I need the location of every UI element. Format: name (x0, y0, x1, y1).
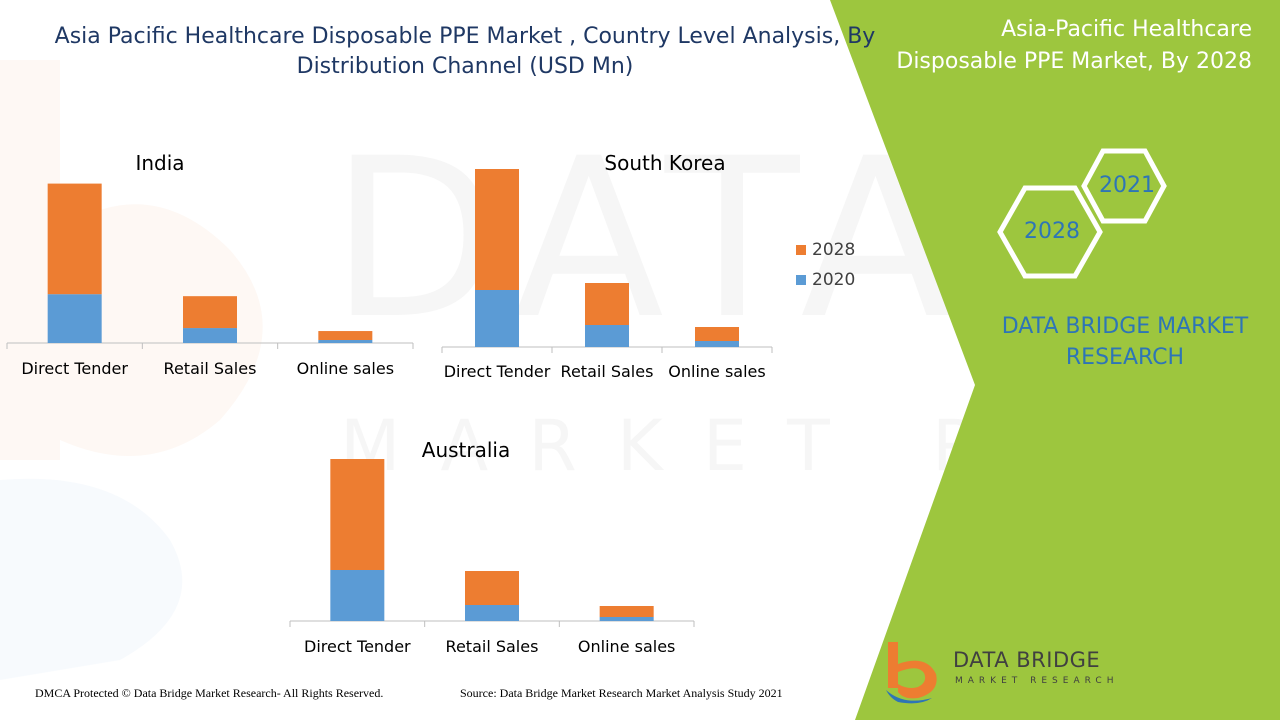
x-tick-label-0-1: Retail Sales (164, 359, 257, 378)
chart-title-0: India (135, 151, 184, 175)
chart-title-1: South Korea (604, 151, 725, 175)
hexagon-icons (997, 148, 1167, 279)
bar-1-0-2020 (475, 290, 519, 347)
x-tick-label-0-2: Online sales (297, 359, 394, 378)
legend-label-2020: 2020 (812, 270, 856, 290)
data-bridge-logo-icon (886, 642, 937, 704)
legend-item-2020: 2020 (796, 270, 855, 290)
brand-line1: DATA BRIDGE MARKET (1001, 314, 1249, 339)
bar-1-1-2028 (585, 283, 629, 325)
x-tick-label-2-2: Online sales (578, 637, 675, 656)
legend-label-2028: 2028 (812, 240, 856, 260)
bar-2-0-2020 (330, 570, 385, 621)
legend-swatch-2020 (796, 275, 806, 285)
side-panel-title-line2: Disposable PPE Market, By 2028 (896, 49, 1252, 74)
hexagon-2028-icon (997, 185, 1103, 279)
x-tick-label-1-1: Retail Sales (561, 362, 654, 381)
legend-swatch-2028 (796, 245, 806, 255)
logo-subtitle: MARKET RESEARCH (955, 676, 1119, 686)
hex-year-2021: 2021 (1099, 173, 1155, 198)
bar-1-0-2028 (475, 169, 519, 290)
source-text: Source: Data Bridge Market Research Mark… (460, 686, 783, 700)
side-panel-title-line1: Asia-Pacific Healthcare (1001, 17, 1252, 42)
x-tick-label-0-0: Direct Tender (21, 359, 128, 378)
chart-title-2: Australia (422, 438, 510, 462)
bar-2-1-2020 (465, 605, 519, 621)
bar-0-0-2020 (47, 294, 102, 343)
bar-0-2-2020 (318, 340, 373, 343)
bar-2-1-2028 (465, 571, 519, 605)
x-tick-label-2-0: Direct Tender (304, 637, 411, 656)
bar-1-1-2020 (585, 325, 629, 347)
chart-title: Asia Pacific Healthcare Disposable PPE M… (54, 24, 876, 79)
x-tick-label-2-1: Retail Sales (446, 637, 539, 656)
bar-0-2-2028 (318, 331, 373, 341)
bar-2-0-2028 (330, 459, 385, 570)
bar-2-2-2028 (599, 606, 654, 617)
bar-1-2-2020 (695, 341, 739, 347)
chart-0: India Direct Tender Retail Sales Online sal… (6, 151, 414, 378)
bar-0-1-2028 (183, 296, 237, 329)
x-tick-label-1-0: Direct Tender (444, 362, 551, 381)
copyright-text: DMCA Protected © Data Bridge Market Rese… (35, 686, 384, 700)
bar-0-0-2028 (47, 183, 102, 295)
chart-1: South Korea Direct Tender Retail Sales Onli… (441, 151, 773, 381)
x-tick-label-1-2: Online sales (668, 362, 765, 381)
bar-1-2-2028 (695, 327, 739, 341)
side-panel-shape (830, 0, 1280, 720)
hexagon-2021-icon (1081, 148, 1167, 224)
side-panel-title: Asia-Pacific Healthcare Disposable PPE M… (880, 14, 1252, 78)
bar-0-1-2020 (183, 328, 237, 343)
chart-2: Australia Direct Tender Retail Sales Online… (289, 438, 695, 656)
brand-name: DATA BRIDGE MARKET RESEARCH (990, 311, 1260, 373)
bar-2-2-2020 (599, 617, 654, 621)
brand-line2: RESEARCH (1065, 345, 1185, 370)
hex-year-2028: 2028 (1024, 219, 1080, 244)
logo-name: DATA BRIDGE (953, 648, 1101, 672)
legend-item-2028: 2028 (796, 240, 855, 260)
